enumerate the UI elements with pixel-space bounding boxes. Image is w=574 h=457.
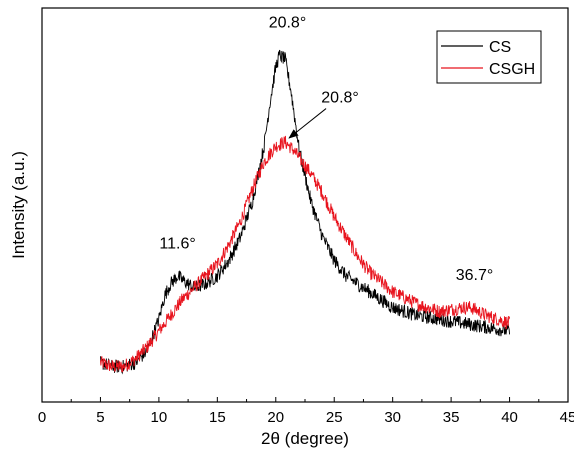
- x-tick-label: 10: [151, 409, 168, 426]
- peak-annotation: 20.8°: [321, 90, 359, 107]
- peak-annotation: 11.6°: [159, 235, 195, 252]
- legend: CS CSGH: [436, 30, 542, 84]
- peak-annotation: 36.7°: [456, 267, 494, 284]
- legend-label-cs: CS: [489, 39, 511, 56]
- x-axis-title: 2θ (degree): [261, 429, 349, 448]
- x-tick-label: 5: [96, 409, 104, 426]
- x-tick-label: 15: [209, 409, 226, 426]
- x-tick-label: 0: [38, 409, 46, 426]
- peak-annotation: 20.8°: [269, 15, 307, 32]
- legend-box: [436, 30, 542, 84]
- x-tick-label: 25: [326, 409, 343, 426]
- x-tick-label: 45: [560, 409, 574, 426]
- x-tick-label: 35: [443, 409, 460, 426]
- y-axis-title: Intensity (a.u.): [9, 151, 28, 259]
- x-tick-label: 40: [501, 409, 518, 426]
- annotation-arrow: [288, 108, 327, 139]
- x-tick-label: 20: [267, 409, 284, 426]
- series-line-csgh: [99, 135, 511, 373]
- legend-label-csgh: CSGH: [489, 61, 535, 78]
- x-tick-label: 30: [384, 409, 401, 426]
